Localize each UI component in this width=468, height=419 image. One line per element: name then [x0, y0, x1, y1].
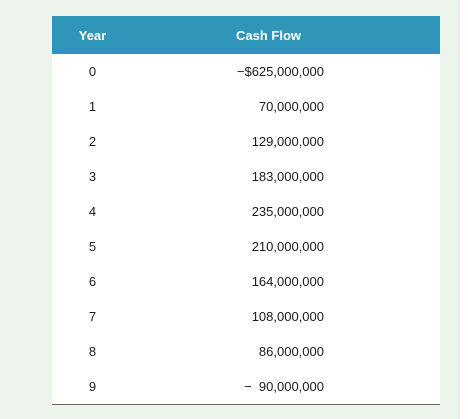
table-row: 8 86,000,000 [52, 334, 440, 369]
panel-edge [459, 0, 460, 419]
table-row: 1 70,000,000 [52, 89, 440, 124]
year-cell: 0 [52, 54, 133, 89]
year-cell: 6 [52, 264, 133, 299]
cash-flow-cell: 108,000,000 [133, 299, 440, 334]
cash-flow-cell: 86,000,000 [133, 334, 440, 369]
table-row: 5 210,000,000 [52, 229, 440, 264]
year-cell: 5 [52, 229, 133, 264]
cash-flow-column-header: Cash Flow [133, 16, 440, 54]
cash-flow-cell: 210,000,000 [133, 229, 440, 264]
table-header-row: Year Cash Flow [52, 16, 440, 54]
table-row: 3 183,000,000 [52, 159, 440, 194]
cash-flow-table: Year Cash Flow 0 −$625,000,000 1 70,000,… [52, 16, 440, 405]
year-cell: 7 [52, 299, 133, 334]
table-row: 9 − 90,000,000 [52, 369, 440, 405]
cash-flow-cell: 70,000,000 [133, 89, 440, 124]
table-row: 2 129,000,000 [52, 124, 440, 159]
table-row: 4 235,000,000 [52, 194, 440, 229]
table-row: 7 108,000,000 [52, 299, 440, 334]
cash-flow-cell: −$625,000,000 [133, 54, 440, 89]
year-cell: 9 [52, 369, 133, 405]
cash-flow-cell: 129,000,000 [133, 124, 440, 159]
cash-flow-cell: 164,000,000 [133, 264, 440, 299]
table-row: 0 −$625,000,000 [52, 54, 440, 89]
cash-flow-table-container: Year Cash Flow 0 −$625,000,000 1 70,000,… [52, 16, 440, 405]
year-cell: 2 [52, 124, 133, 159]
year-cell: 8 [52, 334, 133, 369]
year-column-header: Year [52, 16, 133, 54]
table-row: 6 164,000,000 [52, 264, 440, 299]
year-cell: 4 [52, 194, 133, 229]
year-cell: 3 [52, 159, 133, 194]
cash-flow-cell: − 90,000,000 [133, 369, 440, 405]
year-cell: 1 [52, 89, 133, 124]
cash-flow-cell: 235,000,000 [133, 194, 440, 229]
cash-flow-cell: 183,000,000 [133, 159, 440, 194]
